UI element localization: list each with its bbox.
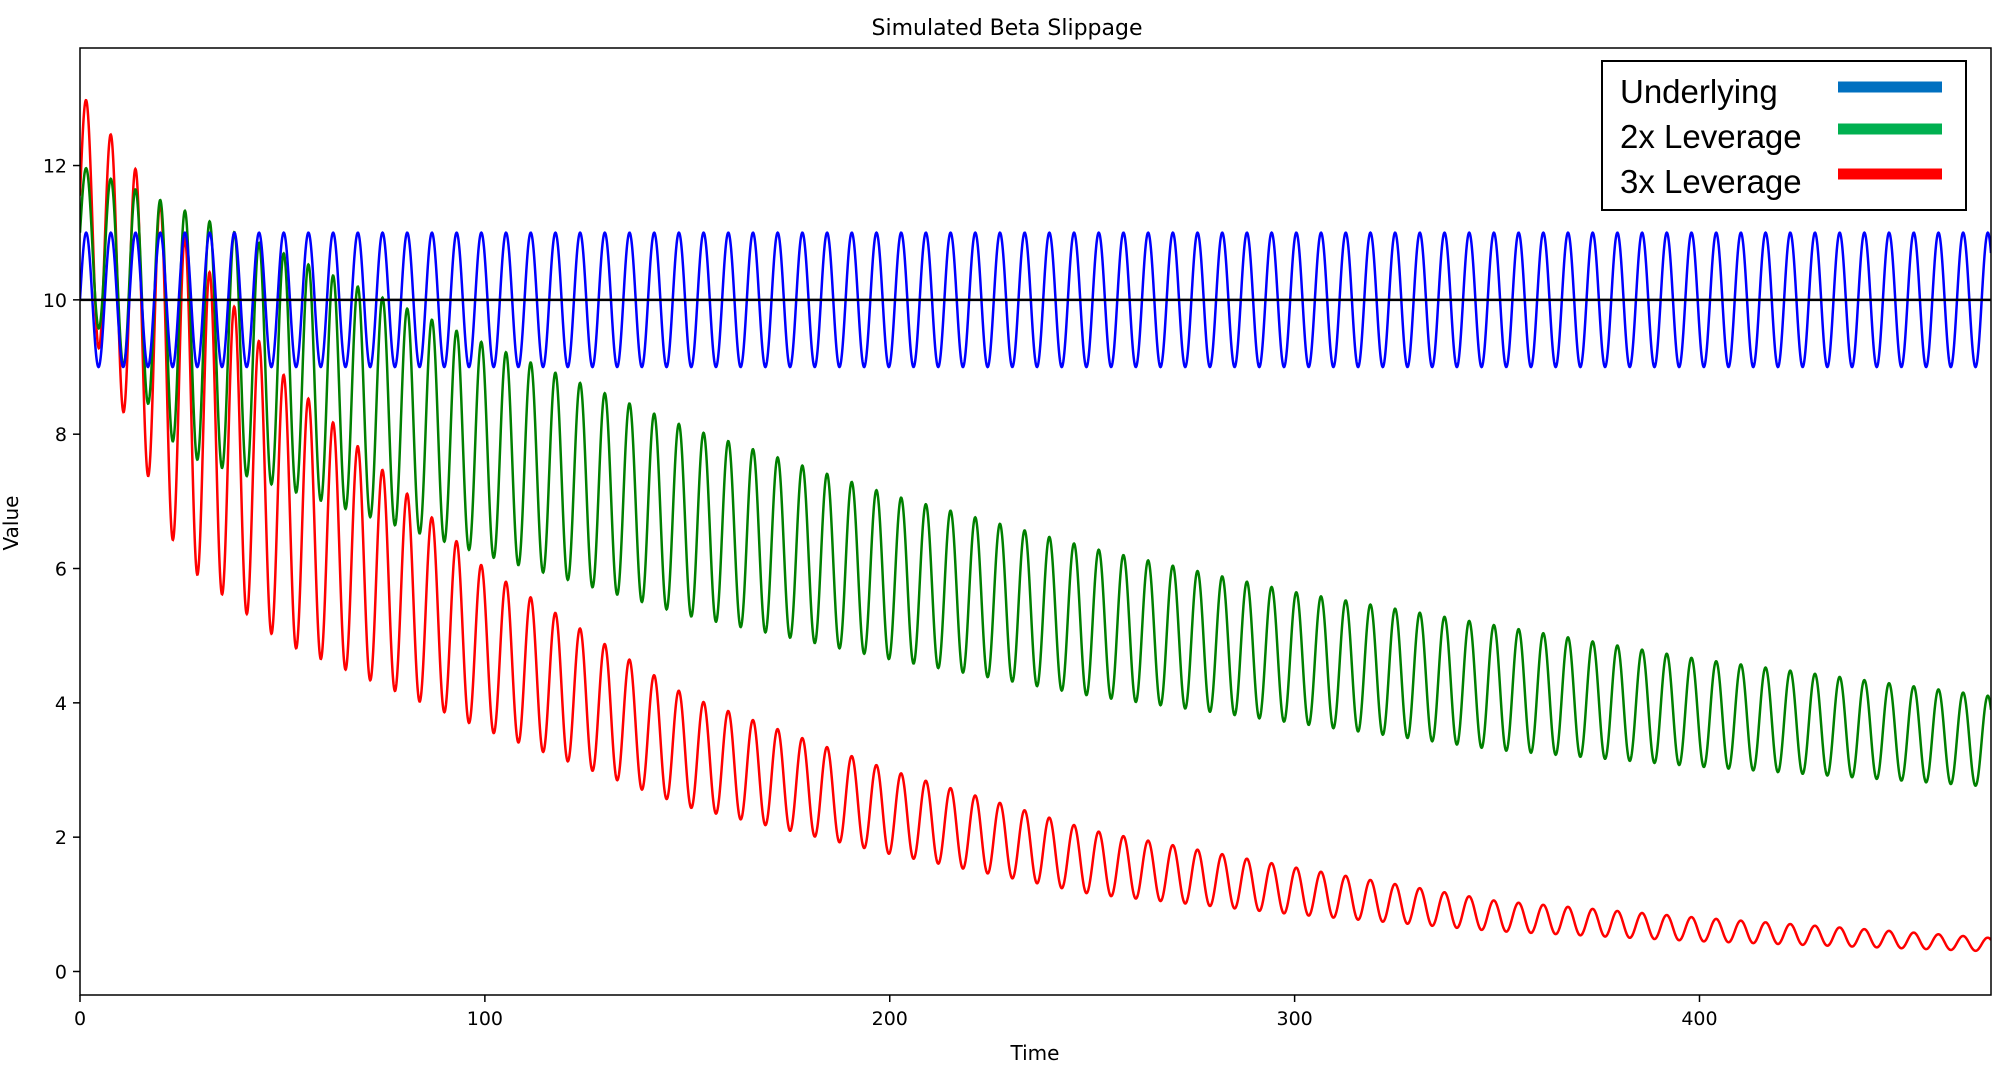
legend: Underlying 2x Leverage 3x Leverage [1601,60,1967,211]
legend-label-3x-leverage: 3x Leverage [1620,163,1802,200]
series-line-3x-leverage [80,98,1991,953]
x-axis: 0 100 200 300 400 [74,995,1718,1030]
x-axis-label: Time [1010,1041,1060,1065]
y-tick-label: 2 [55,827,67,849]
legend-label-underlying: Underlying [1620,73,1778,110]
y-tick-label: 8 [55,424,67,446]
y-tick-label: 12 [43,156,67,178]
x-tick-label: 100 [467,1008,503,1030]
y-tick-label: 4 [55,693,67,715]
series-line-2x-leverage [80,166,1991,788]
y-tick-label: 6 [55,559,67,581]
y-axis-label: Value [0,496,23,551]
plot-area [80,98,1991,953]
series-line-underlying [80,231,1991,369]
y-axis: 0 2 4 6 8 10 12 [43,156,80,983]
plot-frame [79,47,1992,996]
x-tick-label: 300 [1276,1008,1312,1030]
y-tick-label: 10 [43,290,67,312]
chart-title: Simulated Beta Slippage [872,16,1143,41]
legend-label-2x-leverage: 2x Leverage [1620,118,1802,155]
y-tick-label: 0 [55,961,67,983]
x-tick-label: 200 [872,1008,908,1030]
x-tick-label: 400 [1681,1008,1717,1030]
x-tick-label: 0 [74,1008,86,1030]
